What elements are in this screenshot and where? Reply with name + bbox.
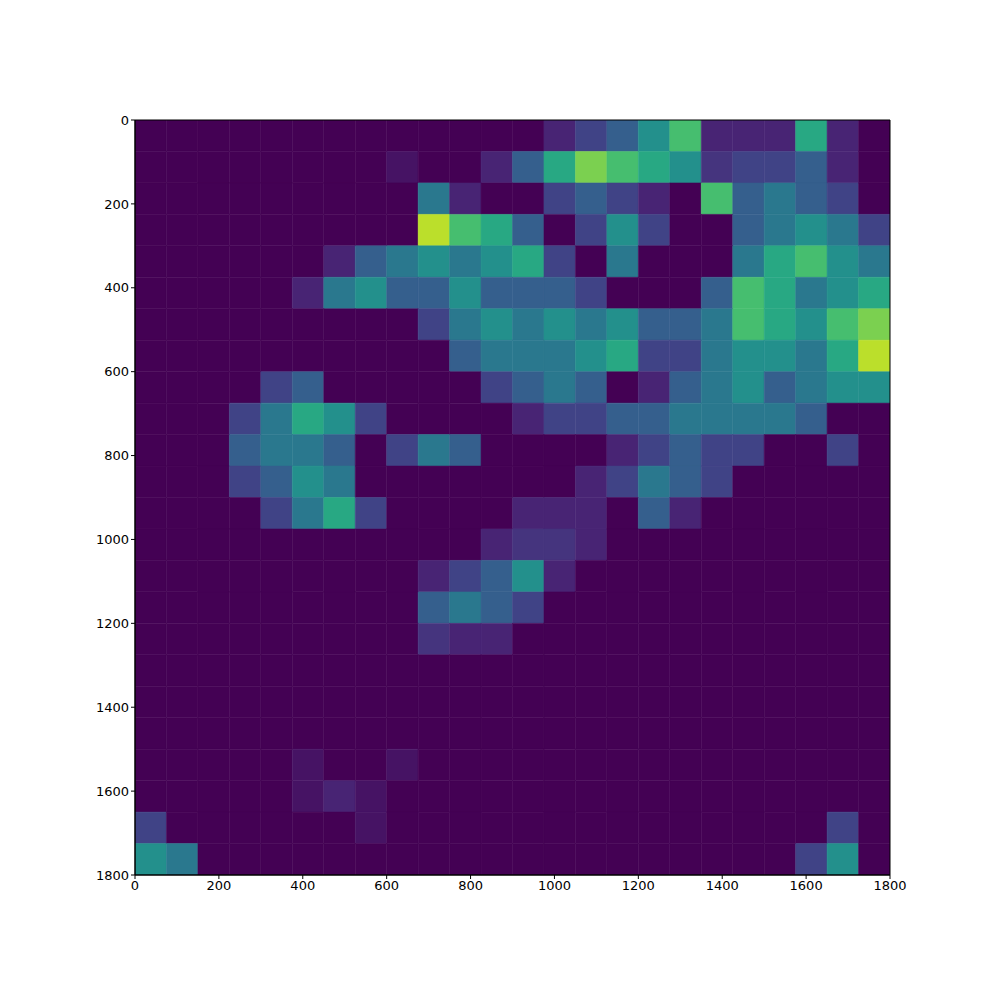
- svg-text:800: 800: [104, 448, 129, 463]
- svg-text:1800: 1800: [96, 868, 129, 883]
- svg-text:0: 0: [121, 113, 129, 128]
- svg-text:200: 200: [104, 197, 129, 212]
- svg-text:1000: 1000: [538, 878, 571, 893]
- svg-text:1800: 1800: [873, 878, 906, 893]
- svg-text:800: 800: [458, 878, 483, 893]
- svg-text:1400: 1400: [706, 878, 739, 893]
- svg-text:1600: 1600: [96, 784, 129, 799]
- svg-text:200: 200: [206, 878, 231, 893]
- svg-text:1600: 1600: [790, 878, 823, 893]
- svg-text:1400: 1400: [96, 700, 129, 715]
- svg-text:600: 600: [104, 364, 129, 379]
- svg-text:400: 400: [290, 878, 315, 893]
- svg-text:400: 400: [104, 280, 129, 295]
- svg-text:0: 0: [131, 878, 139, 893]
- svg-text:1200: 1200: [96, 616, 129, 631]
- svg-text:1200: 1200: [622, 878, 655, 893]
- svg-text:1000: 1000: [96, 532, 129, 547]
- svg-text:600: 600: [374, 878, 399, 893]
